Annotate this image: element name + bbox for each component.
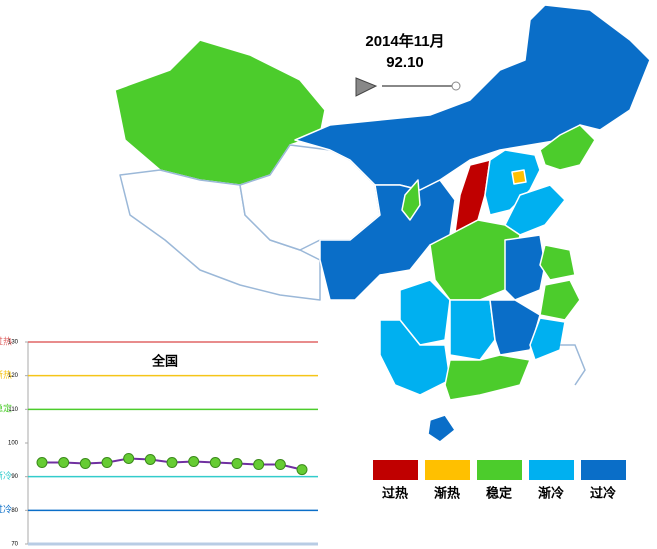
province bbox=[427, 414, 456, 443]
band-label: 渐热 bbox=[0, 369, 12, 380]
header: 2014年11月 92.10 bbox=[355, 32, 461, 97]
y-tick-label: 80 bbox=[11, 508, 18, 514]
y-tick-label: 100 bbox=[8, 441, 19, 447]
data-point bbox=[253, 459, 265, 471]
province bbox=[444, 354, 531, 401]
data-point bbox=[101, 457, 113, 469]
legend-swatch bbox=[425, 460, 470, 480]
province bbox=[539, 124, 596, 171]
legend-label: 渐冷 bbox=[538, 485, 564, 500]
data-point bbox=[79, 458, 91, 470]
y-tick-label: 130 bbox=[8, 340, 19, 346]
band-label: 过热 bbox=[0, 335, 12, 346]
slider-handle[interactable] bbox=[451, 81, 461, 91]
province bbox=[511, 169, 527, 185]
province bbox=[504, 234, 546, 301]
current-value: 92.10 bbox=[386, 54, 424, 71]
band-label: 过冷 bbox=[0, 504, 12, 515]
band-label: 渐冷 bbox=[0, 470, 12, 481]
legend-swatch bbox=[529, 460, 574, 480]
y-tick-label: 110 bbox=[8, 407, 18, 413]
province bbox=[401, 179, 421, 221]
legend-swatch bbox=[373, 460, 418, 480]
date: 2014年11月 bbox=[365, 32, 444, 50]
legend-swatch bbox=[477, 460, 522, 480]
inset-chart: 全国 70 80 90 100 110 120 130过热渐热稳定渐冷过冷 bbox=[0, 335, 318, 548]
band-label: 稳定 bbox=[0, 403, 12, 414]
map bbox=[114, 4, 651, 443]
legend-label: 过热 bbox=[382, 485, 408, 500]
data-point bbox=[296, 464, 308, 476]
legend-swatch bbox=[581, 460, 626, 480]
legend-label: 稳定 bbox=[486, 485, 512, 500]
legend-label: 渐热 bbox=[434, 485, 460, 500]
province bbox=[449, 299, 496, 361]
data-point bbox=[188, 456, 200, 468]
data-point bbox=[231, 458, 243, 470]
chart-background bbox=[28, 342, 318, 545]
y-tick-label: 120 bbox=[8, 373, 19, 379]
play-button[interactable] bbox=[355, 77, 378, 97]
y-tick-label: 70 bbox=[11, 542, 18, 548]
province bbox=[539, 279, 581, 321]
coast bbox=[560, 344, 586, 386]
data-point bbox=[36, 457, 48, 469]
data-point bbox=[123, 452, 135, 464]
legend: 过热 渐热 稳定 渐冷 过冷 bbox=[373, 460, 626, 500]
chart-title: 全国 bbox=[151, 353, 178, 368]
data-point bbox=[209, 457, 221, 469]
province bbox=[539, 244, 576, 281]
province bbox=[319, 179, 456, 301]
province bbox=[484, 149, 541, 216]
legend-label: 过冷 bbox=[590, 485, 616, 500]
province bbox=[529, 317, 566, 361]
province bbox=[489, 299, 541, 356]
data-point bbox=[274, 459, 286, 471]
data-point bbox=[144, 453, 156, 465]
data-point bbox=[166, 457, 178, 469]
y-tick-label: 90 bbox=[11, 474, 18, 480]
data-point bbox=[58, 457, 70, 469]
